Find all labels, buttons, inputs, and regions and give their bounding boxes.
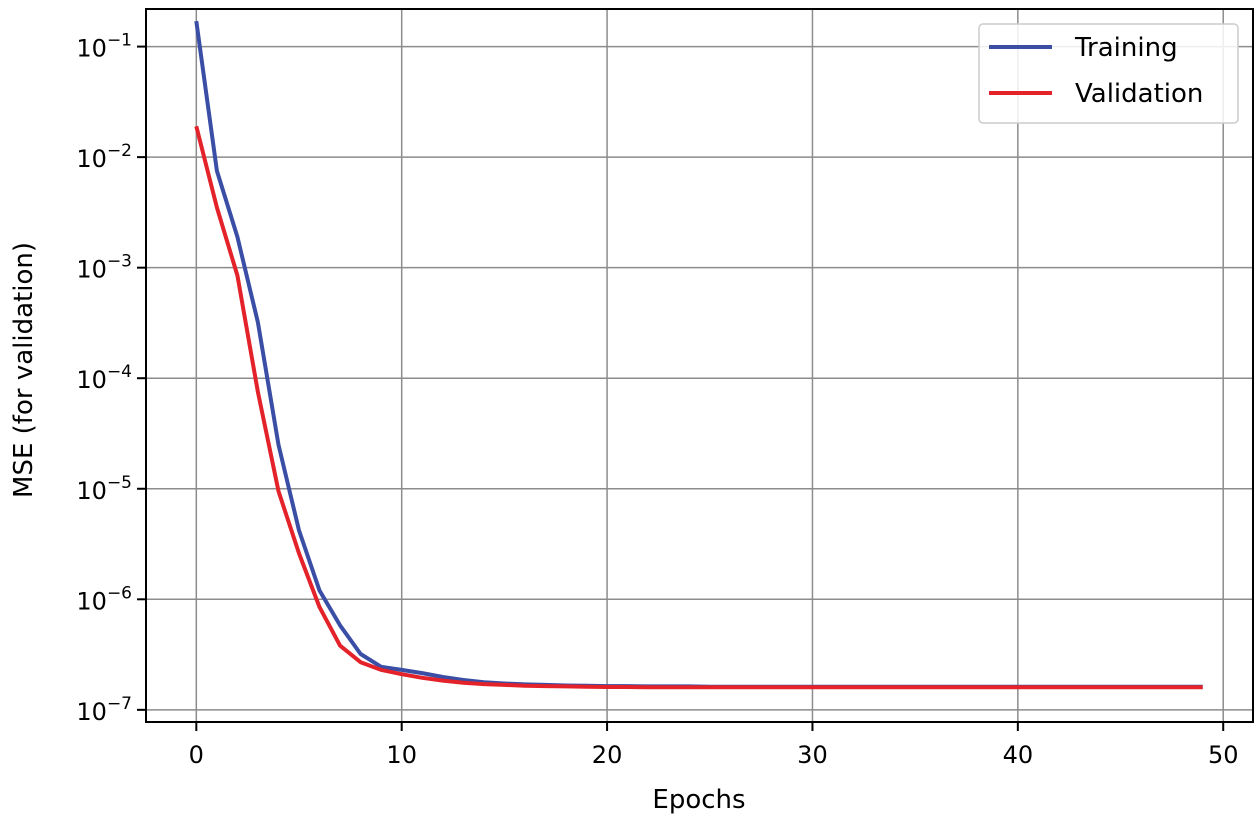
- x-tick-label: 40: [1003, 741, 1034, 769]
- x-tick-label: 20: [592, 741, 623, 769]
- y-tick-label: 10−3: [76, 252, 132, 284]
- x-tick-label: 50: [1208, 741, 1239, 769]
- series-lines: [194, 20, 1203, 690]
- y-tick-label: 10−2: [76, 141, 132, 173]
- y-axis: 10−7 10−6 10−5 10−4 10−3 10−2 10−1: [76, 31, 146, 726]
- series-line-validation: [194, 125, 1203, 690]
- x-axis-label: Epochs: [652, 785, 745, 815]
- y-tick-label: 10−6: [76, 583, 132, 615]
- legend-label-validation: Validation: [1075, 79, 1203, 109]
- plot-frame: [145, 8, 1254, 723]
- y-tick-label: 10−5: [76, 473, 132, 505]
- legend-label-training: Training: [1074, 33, 1178, 63]
- y-tick-label: 10−7: [76, 694, 132, 726]
- x-axis: 0 10 20 30 40 50: [189, 722, 1239, 769]
- x-tick-label: 10: [386, 741, 417, 769]
- y-axis-label: MSE (for validation): [9, 242, 39, 498]
- y-tick-label: 10−4: [76, 362, 132, 394]
- x-tick-label: 30: [797, 741, 828, 769]
- x-tick-label: 0: [189, 741, 204, 769]
- legend: Training Validation: [978, 23, 1239, 124]
- y-tick-label: 10−1: [76, 31, 132, 63]
